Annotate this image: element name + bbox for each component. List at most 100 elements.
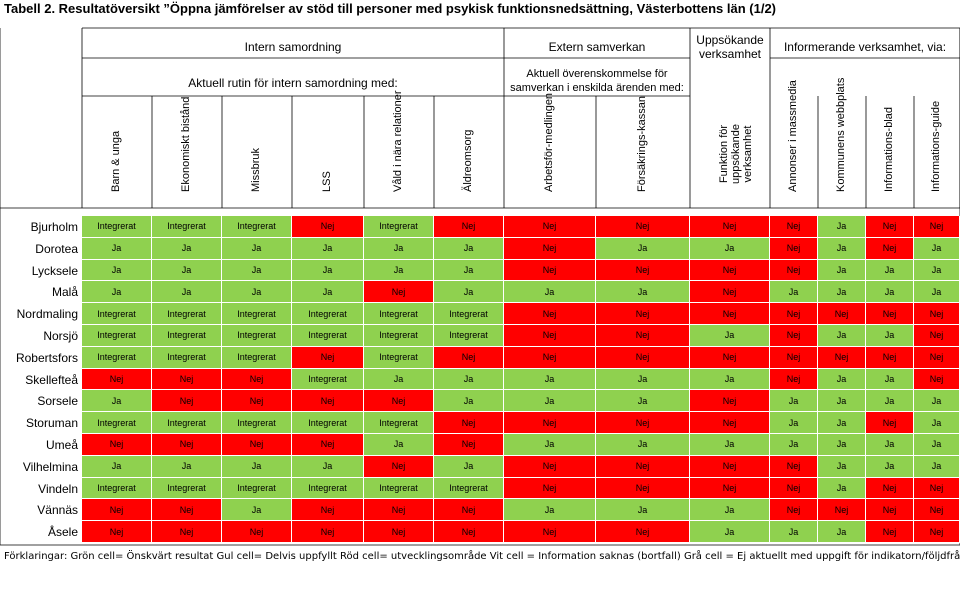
column-header: Funktion för uppsökande verksamhet: [718, 124, 754, 184]
table-cell: Ja: [770, 412, 818, 434]
table-cell: Ja: [364, 434, 434, 456]
table-cell: Ja: [82, 237, 152, 260]
group-header-uppsokande: Uppsökande verksamhet: [696, 33, 764, 61]
table-cell: Integrerat: [364, 477, 434, 500]
table-cell: Integrerat: [82, 303, 152, 325]
group-subheader-intern: Aktuell rutin för intern samordning med:: [188, 76, 398, 90]
table-cell: Nej: [690, 412, 770, 434]
table-cell: Nej: [770, 237, 818, 260]
table-cell: Integrerat: [82, 216, 152, 238]
table-cell: Nej: [866, 477, 914, 500]
table-cell: Nej: [818, 499, 866, 522]
table-cell: Nej: [866, 412, 914, 434]
table-cell: Integrerat: [82, 477, 152, 500]
table-cell: Ja: [818, 521, 866, 543]
table-cell: Ja: [504, 434, 596, 456]
table-cell: Integrerat: [82, 325, 152, 347]
table-cell: Nej: [504, 303, 596, 325]
table-cell: Nej: [82, 434, 152, 456]
table-cell: Ja: [818, 477, 866, 500]
table-cell: Integrerat: [364, 325, 434, 347]
table-cell: Nej: [222, 521, 292, 543]
table-cell: Ja: [222, 281, 292, 304]
table-cell: Ja: [914, 237, 960, 260]
table-cell: Ja: [914, 412, 960, 434]
table-cell: Nej: [434, 499, 504, 522]
table-cell: Ja: [222, 237, 292, 260]
table-cell: Ja: [866, 259, 914, 282]
table-cell: Nej: [770, 455, 818, 478]
table-title: Tabell 2. Resultatöversikt ”Öppna jämför…: [4, 1, 777, 16]
table-cell: Nej: [770, 216, 818, 238]
table-cell: Nej: [818, 303, 866, 325]
table-cell: Integrerat: [434, 477, 504, 500]
table-cell: Nej: [914, 346, 960, 369]
table-cell: Nej: [364, 455, 434, 478]
table-cell: Nej: [818, 346, 866, 369]
table-cell: Ja: [914, 434, 960, 456]
row-municipality: Malå: [51, 285, 78, 300]
table-cell: Nej: [690, 390, 770, 413]
table-cell: Ja: [434, 259, 504, 282]
table-cell: Integrerat: [152, 346, 222, 369]
table-cell: Ja: [364, 259, 434, 282]
row-municipality: Umeå: [45, 438, 78, 452]
group-header-intern: Intern samordning: [244, 40, 342, 54]
table-cell: Nej: [292, 499, 364, 522]
table-cell: Nej: [770, 325, 818, 347]
table-cell: Nej: [82, 368, 152, 391]
table-cell: Ja: [82, 390, 152, 413]
table-cell: Nej: [914, 499, 960, 522]
column-header: Kommunens webbplats: [835, 77, 847, 192]
table-cell: Nej: [434, 346, 504, 369]
row-municipality: Norsjö: [43, 329, 78, 343]
table-cell: Nej: [596, 346, 690, 369]
table-cell: Ja: [866, 434, 914, 456]
table-cell: Nej: [596, 259, 690, 282]
table-cell: Ja: [152, 259, 222, 282]
table-cell: Integrerat: [82, 346, 152, 369]
table-cell: Nej: [504, 521, 596, 543]
table-cell: Nej: [222, 368, 292, 391]
table-cell: Ja: [866, 281, 914, 304]
row-municipality: Nordmaling: [16, 307, 78, 322]
table-cell: Ja: [690, 499, 770, 522]
table-cell: Integrerat: [222, 346, 292, 369]
table-cell: Integrerat: [152, 412, 222, 434]
table-cell: Nej: [690, 346, 770, 369]
table-cell: Nej: [434, 521, 504, 543]
table-cell: Ja: [866, 455, 914, 478]
table-cell: Nej: [596, 325, 690, 347]
table-cell: Ja: [292, 455, 364, 478]
table-cell: Integrerat: [364, 216, 434, 238]
table-cell: Integrerat: [222, 303, 292, 325]
footnote: Förklaringar: Grön cell= Önskvärt result…: [4, 551, 960, 562]
table-cell: Ja: [690, 237, 770, 260]
row-municipality: Skellefteå: [25, 372, 78, 387]
table-cell: Ja: [818, 281, 866, 304]
table-cell: Nej: [914, 325, 960, 347]
table-cell: Nej: [866, 499, 914, 522]
table-cell: Ja: [818, 434, 866, 456]
table-cell: Ja: [504, 368, 596, 391]
table-cell: Integrerat: [152, 325, 222, 347]
table-cell: Nej: [596, 521, 690, 543]
table-cell: Nej: [504, 216, 596, 238]
table-cell: Ja: [770, 434, 818, 456]
table-cell: Ja: [222, 499, 292, 522]
table-cell: Ja: [818, 237, 866, 260]
table-cell: Ja: [596, 237, 690, 260]
table-cell: Ja: [292, 237, 364, 260]
table-cell: Nej: [596, 303, 690, 325]
table-cell: Ja: [82, 455, 152, 478]
table-cell: Nej: [866, 237, 914, 260]
table-cell: Nej: [82, 499, 152, 522]
table-cell: Integrerat: [152, 303, 222, 325]
table-cell: Nej: [914, 521, 960, 543]
table-cell: Ja: [866, 390, 914, 413]
table-cell: Nej: [690, 216, 770, 238]
table-cell: Ja: [818, 412, 866, 434]
table-cell: Nej: [866, 216, 914, 238]
table-cell: Nej: [866, 346, 914, 369]
column-header: Arbetsför-medlingen: [543, 92, 555, 192]
